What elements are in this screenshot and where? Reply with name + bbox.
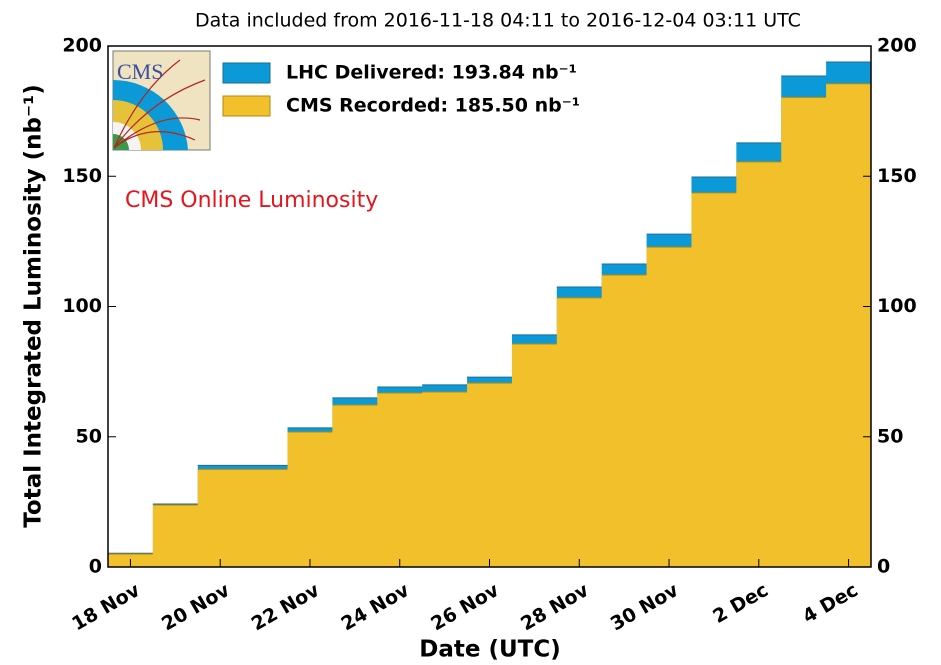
step-bar [601,274,648,567]
step-bar [152,505,199,567]
step-bar [826,83,872,568]
step-bar [422,391,468,567]
step-bar [646,247,692,567]
annotation: CMS Online Luminosity [125,188,378,213]
legend-label: LHC Delivered: 193.84 nb⁻¹ [286,62,577,84]
y-tick-label: 50 [76,425,102,447]
y-tick-label: 150 [62,165,102,187]
x-tick-label: 18 Nov [68,579,144,636]
x-axis-label: Date (UTC) [419,637,560,663]
x-tick-label: 26 Nov [427,579,503,636]
step-bar [332,404,378,567]
y-tick-label: 0 [89,556,102,578]
y-tick-label: 200 [62,35,102,57]
x-tick-label: 28 Nov [517,579,593,636]
step-bar [467,383,513,567]
step-bar [736,161,782,568]
y2-tick-label: 200 [877,35,917,57]
step-bar [242,469,289,567]
legend-swatch [222,95,271,117]
legend: LHC Delivered: 193.84 nb⁻¹ CMS Recorded: … [222,62,580,117]
y2-tick-label: 100 [877,295,917,317]
step-bar [377,392,423,567]
step-bar [511,344,558,567]
y2-tick-label: 50 [877,425,903,447]
step-bar [691,192,737,567]
step-bar [556,297,603,567]
legend-label: CMS Recorded: 185.50 nb⁻¹ [286,95,580,117]
step-bar [287,432,333,567]
y-tick-label: 100 [62,295,102,317]
legend-swatch [222,62,271,84]
step-bar [197,469,244,567]
x-tick-label: 22 Nov [248,579,324,636]
plot-area: 0 0 50 50 100 100 150 150 200 200 18 Nov 20 Nov 22 N… [62,35,916,636]
x-tick-label: 4 Dec [799,579,862,628]
x-tick-label: 20 Nov [158,579,234,636]
logo-text: CMS [117,59,163,84]
y2-tick-label: 0 [877,556,890,578]
x-tick-label: 30 Nov [607,579,683,636]
x-tick-label: 24 Nov [338,579,414,636]
cms-logo: CMS [112,50,211,151]
x-tick-label: 2 Dec [709,579,772,628]
y-axis-label: Total Integrated Luminosity (nb⁻¹) [21,84,47,527]
step-bar [781,97,827,568]
chart-title: Data included from 2016-11-18 04:11 to 2… [195,10,801,32]
y2-tick-label: 150 [877,165,917,187]
